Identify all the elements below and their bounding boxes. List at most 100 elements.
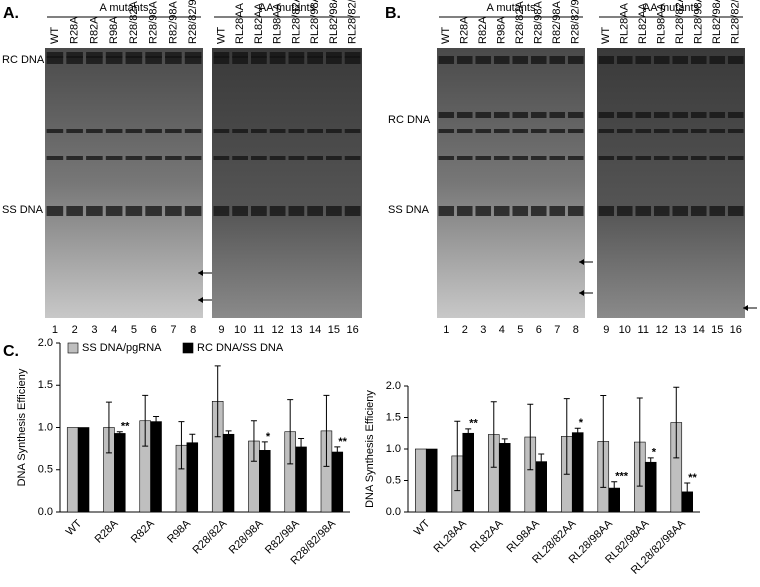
error-bar <box>501 438 508 449</box>
error-bar <box>261 441 268 460</box>
lane-label: R82/98A <box>167 1 179 44</box>
gel-band <box>456 56 473 64</box>
panel-label: B. <box>385 5 401 22</box>
gel-band <box>653 56 670 64</box>
lane-number: 12 <box>272 324 284 336</box>
gel-band <box>269 206 286 216</box>
lane-label: R28/82A <box>128 1 140 44</box>
lane-label: RL28AA <box>234 2 246 44</box>
gel-band <box>456 156 473 160</box>
gel-band <box>709 206 726 216</box>
significance: ** <box>121 421 130 433</box>
gel-band <box>438 206 455 216</box>
gel-band <box>727 156 744 160</box>
lane-label: WT <box>440 27 452 44</box>
gel-band <box>288 156 305 160</box>
gel-band <box>46 156 64 160</box>
legend-label: RC DNA/SS DNA <box>197 342 284 354</box>
gel-band <box>125 129 143 133</box>
lane-number: 4 <box>499 324 505 336</box>
lane-number: 14 <box>309 324 321 336</box>
error-bar <box>465 428 472 439</box>
bar <box>331 451 344 513</box>
gel-band <box>567 56 584 64</box>
gel-band <box>635 206 652 216</box>
gel-band <box>86 156 103 160</box>
bar <box>66 427 79 513</box>
significance: * <box>579 417 584 429</box>
gel-band <box>344 52 361 58</box>
gel-band <box>145 129 162 133</box>
bar <box>150 421 162 513</box>
y-tick-label: 0.5 <box>386 474 401 486</box>
error-bar <box>250 420 257 462</box>
gel-band <box>438 156 455 160</box>
gel-image <box>597 48 745 318</box>
gel-band <box>493 112 510 118</box>
gel-band <box>66 156 83 160</box>
gel-band <box>598 112 615 118</box>
lane-label: RL28/98AA <box>309 0 321 44</box>
x-tick-label: R98A <box>165 517 193 545</box>
x-tick-label: R82A <box>129 517 157 545</box>
bar <box>77 427 90 513</box>
gel-band <box>326 156 342 160</box>
gel-header: AA mutants <box>259 2 316 14</box>
gel-band <box>66 52 83 58</box>
lane-label: RL28/82AA <box>674 0 686 44</box>
gel-band <box>512 156 529 160</box>
gel-band <box>288 52 305 58</box>
arrow-head <box>579 290 584 296</box>
gel-band <box>251 56 267 64</box>
lane-label: RL28/98AA <box>693 0 705 44</box>
gel-band <box>184 206 202 216</box>
gel-band <box>475 129 492 133</box>
gel-image <box>212 48 362 318</box>
legend-swatch <box>67 342 79 354</box>
lane-number: 13 <box>674 324 686 336</box>
y-tick-label: 1.5 <box>386 411 401 423</box>
lane-label: R82A <box>477 16 489 44</box>
arrow-head <box>579 259 584 265</box>
error-bar <box>574 427 581 438</box>
gel-band <box>653 156 670 160</box>
gel-band <box>727 56 744 64</box>
gel-band <box>598 56 615 64</box>
gel-band <box>709 112 726 118</box>
lane-label: RL28/82/98AA <box>347 0 359 44</box>
gel-band <box>86 206 103 216</box>
gel-band <box>232 206 248 216</box>
x-tick-label: WT <box>412 517 433 538</box>
lane-label: RL28/82/98AA <box>730 0 742 44</box>
gel-header: A mutants <box>487 2 536 14</box>
y-tick-label: 2.0 <box>386 380 401 392</box>
gel-band <box>66 206 83 216</box>
gel-band <box>232 56 248 64</box>
gel-band <box>690 129 707 133</box>
x-tick-label: R28A <box>93 517 121 545</box>
gel-band <box>344 129 361 133</box>
lane-label: R28A <box>459 16 471 44</box>
gel-band <box>493 129 510 133</box>
band-label: RC DNA <box>388 114 431 126</box>
lane-number: 13 <box>290 324 302 336</box>
gel-band <box>493 206 510 216</box>
gel-band <box>184 156 202 160</box>
y-axis-label: DNA Synthesis Efficieny <box>364 390 376 508</box>
lane-number: 6 <box>151 324 157 336</box>
gel-band <box>213 156 230 160</box>
lane-number: 1 <box>52 324 58 336</box>
error-bar <box>323 394 330 467</box>
band-label: SS DNA <box>388 204 430 216</box>
error-bar <box>636 397 643 487</box>
error-bar <box>116 431 123 436</box>
gel-header: A mutants <box>100 2 149 14</box>
lane-number: 9 <box>218 324 224 336</box>
gel-band <box>598 206 615 216</box>
gel-band <box>567 129 584 133</box>
gel-band <box>326 206 342 216</box>
bar <box>295 446 307 513</box>
gel-band <box>105 52 123 58</box>
gel-band <box>213 206 230 216</box>
gel-band <box>125 206 143 216</box>
